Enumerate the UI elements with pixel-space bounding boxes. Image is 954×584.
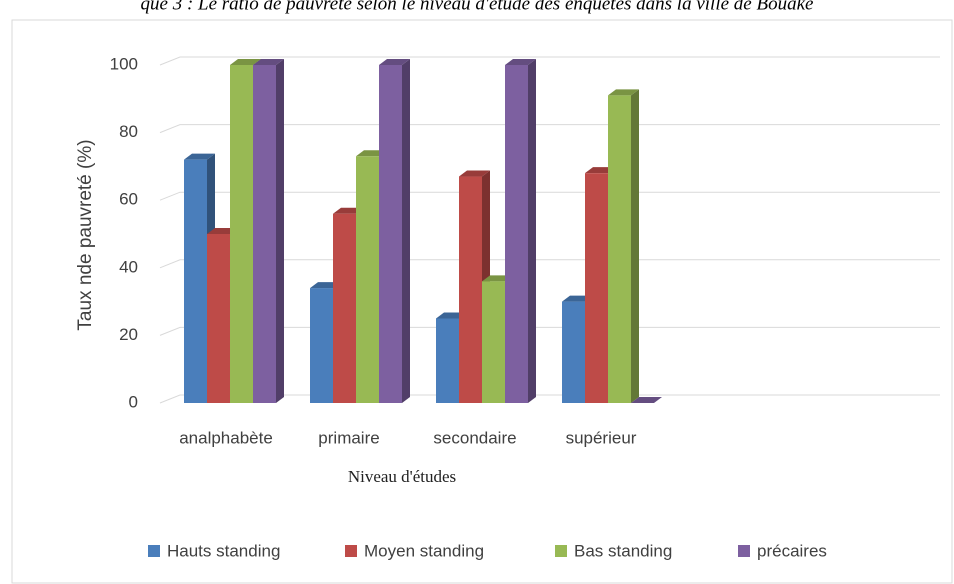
y-tick-label: 80 [119, 122, 138, 141]
grid-line [159, 124, 940, 134]
bar [482, 281, 505, 403]
chart-frame [11, 19, 953, 584]
bar-side [528, 59, 536, 403]
legend-label: Moyen standing [364, 541, 484, 560]
legend-swatch [555, 545, 567, 557]
y-tick-label: 60 [119, 190, 138, 209]
grid-line [159, 326, 940, 336]
bar [184, 159, 207, 403]
bar-top [253, 59, 284, 65]
y-tick-label: 100 [110, 54, 138, 73]
x-tick-label: analphabète [179, 428, 273, 447]
x-tick-label: supérieur [566, 428, 637, 447]
bar-top [459, 170, 490, 177]
bar-top [505, 59, 536, 65]
bar-top [631, 397, 662, 403]
bar [230, 65, 253, 403]
legend-label: Hauts standing [167, 541, 280, 560]
bar-top [184, 153, 215, 160]
bar [459, 176, 482, 403]
bar [436, 318, 459, 403]
bar [608, 95, 631, 404]
bar [505, 65, 528, 403]
y-tick-label: 40 [119, 257, 138, 276]
y-tick-label: 0 [129, 392, 138, 411]
x-tick-label: primaire [318, 428, 379, 447]
grid-line [159, 56, 940, 66]
bar [333, 213, 356, 403]
legend-swatch [148, 545, 160, 557]
bar [310, 288, 333, 403]
y-tick-label: 20 [119, 325, 138, 344]
bar [207, 234, 230, 403]
bar [562, 301, 585, 403]
chart-title: que 3 : Le ratio de pauvreté selon le ni… [141, 0, 815, 14]
legend-label: précaires [757, 541, 827, 560]
x-tick-label: secondaire [433, 428, 516, 447]
bar-top [608, 89, 639, 96]
x-axis-title: Niveau d'études [348, 467, 456, 486]
bar [356, 156, 379, 403]
bar-top [230, 59, 261, 65]
grid-line [159, 191, 940, 201]
legend-swatch [345, 545, 357, 557]
legend-swatch [738, 545, 750, 557]
bar-side [631, 89, 639, 404]
bar [379, 65, 402, 403]
bar [585, 173, 608, 403]
grid-line [159, 259, 940, 269]
bar [253, 65, 276, 403]
grid-line [159, 394, 940, 404]
bar-side [402, 59, 410, 403]
bar-side [276, 59, 284, 403]
legend-label: Bas standing [574, 541, 672, 560]
bar-top [379, 59, 410, 65]
y-axis-title: Taux nde pauvreté (%) [75, 139, 96, 330]
